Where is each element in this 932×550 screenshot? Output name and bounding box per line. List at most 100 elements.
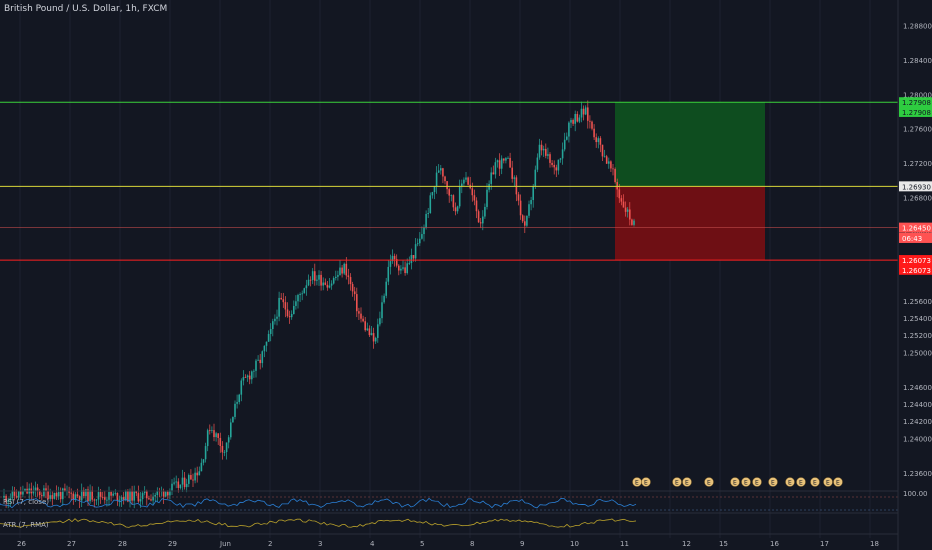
candle-body: [177, 481, 180, 488]
candle-body: [328, 285, 331, 288]
candle-body: [280, 297, 282, 300]
candle-body: [400, 268, 402, 271]
candle-body: [276, 316, 278, 319]
event-marker[interactable]: E: [752, 477, 762, 487]
candle-body: [167, 491, 169, 496]
candle-body: [370, 333, 373, 336]
candle-body: [374, 337, 377, 342]
candle-body: [261, 351, 264, 364]
event-marker[interactable]: E: [682, 477, 692, 487]
event-marker[interactable]: E: [768, 477, 778, 487]
candle-body: [444, 176, 446, 182]
candle-body: [324, 282, 327, 285]
candle-body: [211, 430, 213, 431]
price-axis: 1.28800 1.28400 1.28000 1.27600 1.27200 1.268…: [903, 22, 932, 477]
event-marker[interactable]: E: [741, 477, 751, 487]
candle-body: [559, 158, 562, 160]
candle-body: [125, 491, 127, 500]
candle-body: [320, 274, 322, 286]
candle-body: [545, 148, 547, 156]
candle-body: [162, 490, 165, 497]
event-marker-label: E: [707, 480, 711, 487]
candle-body: [381, 302, 383, 319]
candle-body: [326, 284, 329, 288]
price-tag: [899, 264, 932, 275]
candle-body: [557, 159, 560, 171]
candle-body: [70, 492, 72, 494]
candle-body: [332, 277, 335, 284]
candle-body: [11, 490, 14, 499]
candle-body: [148, 498, 150, 500]
candle-body: [22, 491, 24, 495]
candle-body: [122, 497, 125, 500]
time-tick-label: 27: [67, 540, 76, 548]
candle-body: [55, 492, 58, 497]
candle-body: [272, 321, 274, 330]
candle-body: [74, 494, 77, 500]
price-tag: [899, 181, 932, 192]
candle-body: [421, 234, 423, 239]
time-tick-label: 5: [420, 540, 424, 548]
event-marker[interactable]: E: [823, 477, 833, 487]
candle-body: [570, 119, 572, 123]
candle-body: [53, 492, 56, 499]
time-axis: 26 27 28 29 Jun 2 3 4 5 8 9 10 11 12 15 16 17 18: [17, 540, 879, 548]
candle-body: [337, 275, 339, 277]
candle-body: [601, 144, 604, 157]
event-marker-icon: [704, 477, 714, 487]
event-marker[interactable]: E: [704, 477, 714, 487]
candle-body: [93, 499, 96, 501]
time-tick-label: 15: [719, 540, 728, 548]
candle-body: [482, 216, 484, 224]
candle-body: [507, 157, 509, 159]
event-marker[interactable]: E: [796, 477, 806, 487]
event-marker-icon: [796, 477, 806, 487]
candle-body: [404, 267, 406, 274]
event-marker[interactable]: E: [785, 477, 795, 487]
candle-body: [198, 471, 201, 476]
candle-body: [471, 188, 474, 196]
candle-body: [467, 177, 469, 185]
candle-body: [154, 495, 156, 497]
candle-body: [188, 475, 190, 484]
event-marker[interactable]: E: [641, 477, 651, 487]
event-marker-label: E: [799, 480, 803, 487]
candle-body: [347, 275, 350, 278]
price-tick-label: 1.24400: [903, 401, 932, 409]
candle-body: [574, 113, 576, 124]
candle-body: [202, 459, 205, 463]
candle-body: [318, 274, 320, 280]
candle-body: [200, 462, 203, 472]
candle-body: [549, 154, 551, 163]
event-marker[interactable]: E: [672, 477, 682, 487]
candle-body: [568, 122, 570, 137]
event-marker-icon: [810, 477, 820, 487]
candle-body: [234, 403, 236, 417]
candle-body: [17, 490, 20, 498]
price-tick-label: 1.26400: [903, 229, 932, 237]
event-marker-label: E: [755, 480, 759, 487]
candle-body: [240, 380, 243, 395]
event-marker[interactable]: E: [632, 477, 642, 487]
candle-body: [446, 181, 448, 190]
candle-body: [500, 158, 503, 169]
event-marker-label: E: [685, 480, 689, 487]
candle-body: [179, 484, 182, 488]
candle-body: [387, 266, 390, 282]
event-marker-label: E: [744, 480, 748, 487]
candle-body: [290, 314, 293, 318]
event-marker[interactable]: E: [810, 477, 820, 487]
candle-body: [190, 475, 192, 480]
candle-body: [339, 267, 341, 276]
candle-body: [305, 285, 308, 289]
candle-body: [127, 491, 129, 502]
event-marker[interactable]: E: [833, 477, 843, 487]
candle-body: [248, 375, 251, 380]
event-marker[interactable]: E: [730, 477, 740, 487]
time-tick-label: 16: [770, 540, 779, 548]
price-tag: [899, 97, 932, 108]
candle-body: [257, 359, 259, 361]
candle-body: [20, 490, 22, 495]
candle-body: [595, 137, 597, 143]
